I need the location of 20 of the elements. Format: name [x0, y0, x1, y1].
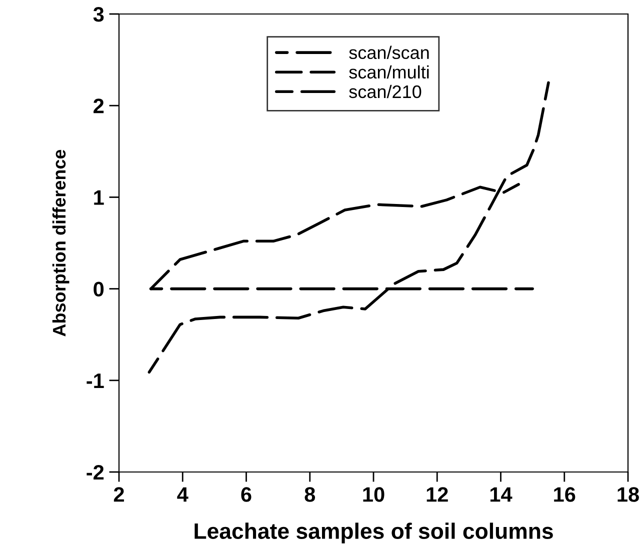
- y-axis-title: Absorption difference: [52, 150, 70, 336]
- x-tick-label: 14: [490, 487, 512, 502]
- x-tick-label: 12: [426, 487, 448, 502]
- x-tick-label: 4: [177, 487, 188, 502]
- x-tick-label: 6: [241, 487, 252, 502]
- y-tick-label: 2: [94, 98, 104, 114]
- x-axis-title: Leachate samples of soil columns: [194, 522, 553, 544]
- x-tick-label: 2: [114, 487, 124, 502]
- y-tick-label: 1: [94, 190, 104, 205]
- y-tick-label: -2: [86, 465, 104, 480]
- x-tick-label: 10: [363, 487, 384, 502]
- legend-label: scan/scan: [349, 46, 429, 60]
- x-tick-label: 18: [618, 487, 639, 502]
- y-tick-label: -1: [86, 374, 104, 388]
- y-tick-label: 3: [93, 7, 104, 22]
- y-tick-label: 0: [94, 282, 104, 297]
- x-tick-label: 8: [304, 487, 316, 502]
- legend-label: scan/multi: [349, 65, 429, 79]
- legend-label: scan/210: [349, 84, 422, 98]
- x-tick-label: 16: [554, 487, 576, 502]
